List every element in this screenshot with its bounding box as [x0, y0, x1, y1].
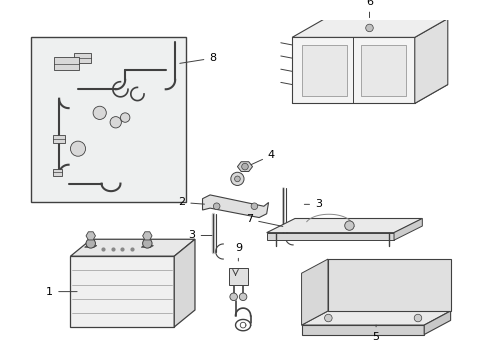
Circle shape — [239, 293, 246, 301]
Polygon shape — [70, 239, 195, 256]
Polygon shape — [301, 311, 450, 325]
Circle shape — [120, 113, 130, 122]
Circle shape — [234, 176, 240, 182]
Polygon shape — [54, 57, 79, 71]
Polygon shape — [291, 37, 414, 103]
Circle shape — [70, 141, 85, 156]
Circle shape — [142, 239, 152, 248]
Text: 8: 8 — [180, 53, 216, 63]
Text: 1: 1 — [46, 287, 77, 297]
Polygon shape — [266, 219, 422, 233]
Polygon shape — [360, 45, 406, 96]
Polygon shape — [70, 256, 174, 327]
Circle shape — [324, 314, 331, 322]
Circle shape — [230, 172, 244, 185]
Polygon shape — [142, 232, 152, 240]
Polygon shape — [291, 85, 447, 103]
Polygon shape — [301, 45, 346, 96]
Polygon shape — [291, 18, 447, 37]
Text: 7: 7 — [245, 215, 282, 226]
Text: 6: 6 — [365, 0, 372, 18]
Polygon shape — [266, 233, 393, 240]
Circle shape — [229, 293, 237, 301]
Polygon shape — [86, 232, 95, 240]
Text: 3: 3 — [188, 230, 212, 240]
Circle shape — [110, 117, 121, 128]
Circle shape — [93, 106, 106, 120]
Circle shape — [86, 239, 95, 248]
Polygon shape — [414, 18, 447, 103]
Polygon shape — [141, 246, 153, 247]
Polygon shape — [52, 168, 62, 176]
Circle shape — [213, 203, 220, 210]
Circle shape — [365, 24, 372, 32]
Polygon shape — [228, 269, 247, 285]
Circle shape — [251, 203, 257, 210]
Polygon shape — [202, 195, 268, 217]
Polygon shape — [327, 259, 450, 311]
Circle shape — [344, 221, 353, 230]
Circle shape — [413, 314, 421, 322]
Polygon shape — [174, 239, 195, 327]
Text: 3: 3 — [304, 199, 322, 210]
Polygon shape — [31, 37, 186, 202]
Polygon shape — [237, 162, 252, 171]
Polygon shape — [301, 259, 327, 325]
Polygon shape — [423, 311, 450, 334]
Polygon shape — [84, 246, 97, 247]
Circle shape — [241, 163, 248, 170]
Text: 2: 2 — [178, 198, 204, 207]
Polygon shape — [393, 219, 422, 240]
Polygon shape — [74, 53, 91, 63]
Text: 5: 5 — [372, 325, 379, 342]
Polygon shape — [301, 325, 423, 334]
Polygon shape — [53, 135, 65, 143]
Text: 9: 9 — [234, 243, 242, 261]
Text: 4: 4 — [249, 150, 274, 166]
